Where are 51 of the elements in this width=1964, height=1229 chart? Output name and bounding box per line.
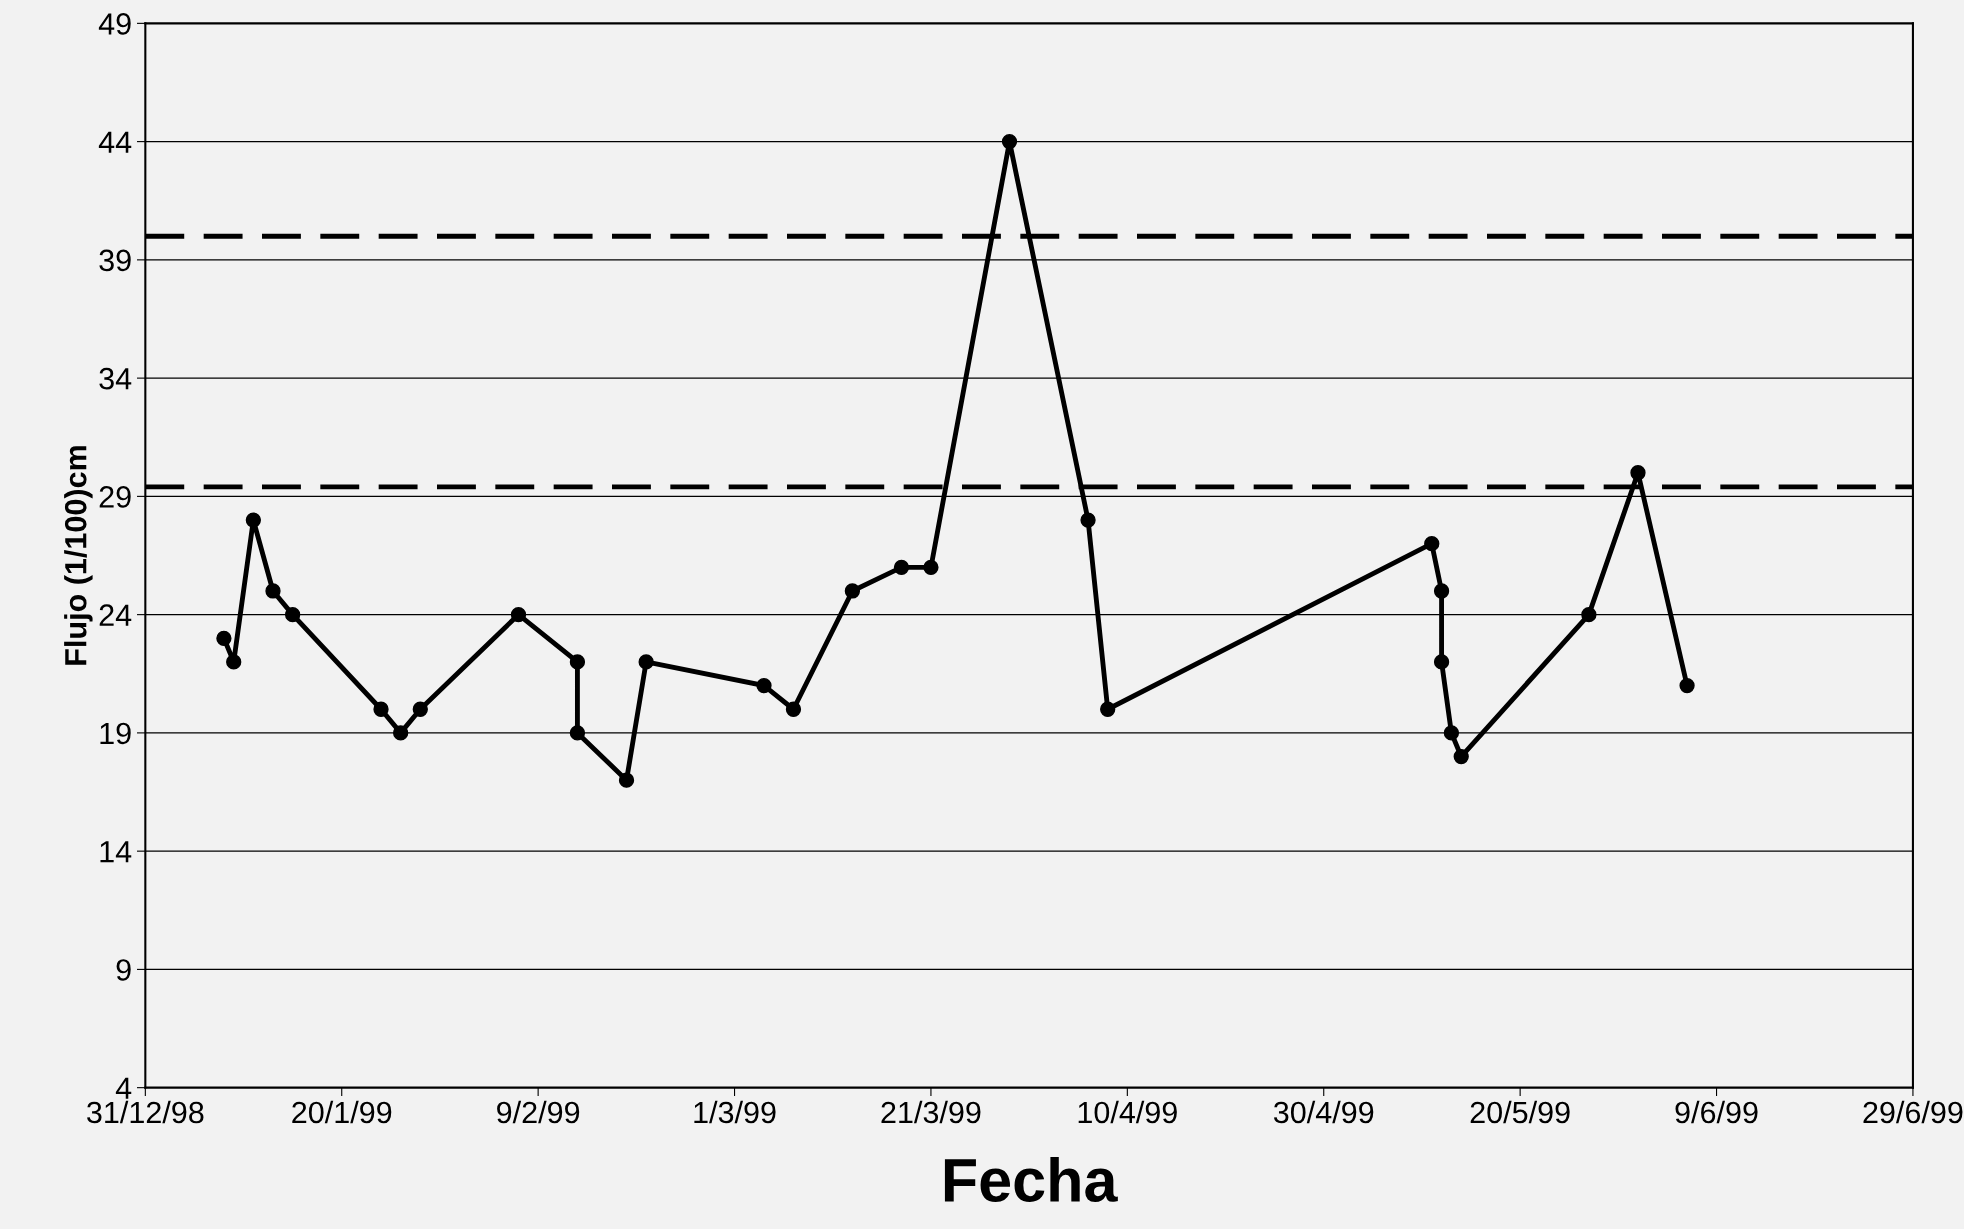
point [216, 630, 232, 646]
point [1581, 606, 1597, 623]
x-tick-label: 9/6/99 [1675, 1100, 1758, 1124]
point [569, 654, 586, 670]
point [1453, 748, 1469, 765]
point [226, 654, 242, 670]
point [412, 701, 428, 717]
x-tick-label: 21/3/99 [881, 1100, 981, 1124]
y-tick-label: 34 [99, 367, 132, 390]
point [756, 677, 772, 694]
y-tick-label: 44 [98, 131, 132, 153]
point [1433, 583, 1450, 599]
point [893, 559, 910, 575]
y-tick-label: 39 [99, 249, 131, 272]
x-tick-label: 9/2/99 [497, 1100, 580, 1124]
x-tick-label: 20/5/99 [1470, 1100, 1570, 1124]
point [785, 701, 802, 717]
y-tick-label: 24 [99, 604, 132, 626]
x-tick-label: 29/6/99 [1863, 1100, 1963, 1124]
y-tick-label: 4 [115, 1077, 132, 1099]
point [1100, 701, 1116, 717]
point [373, 701, 389, 717]
point [1080, 512, 1096, 528]
y-tick-label: 9 [116, 959, 131, 981]
point [1001, 133, 1018, 150]
point [1630, 465, 1646, 481]
point [265, 583, 281, 599]
y-tick-label: 49 [98, 13, 131, 35]
point [923, 559, 939, 575]
point [245, 512, 261, 528]
point [844, 583, 861, 599]
point [1679, 677, 1695, 694]
x-tick-label: 1/3/99 [694, 1100, 776, 1124]
point [638, 654, 654, 670]
point [618, 772, 635, 788]
y-tick-label: 29 [99, 486, 131, 508]
point [510, 606, 527, 623]
y-axis-title: Flujo (1/100)cm [64, 446, 93, 665]
y-tick-label: 14 [100, 841, 132, 863]
x-tick-label: 30/4/99 [1273, 1100, 1374, 1124]
point [1433, 654, 1450, 670]
point [393, 725, 409, 741]
point [569, 725, 586, 741]
x-axis-title: Fecha [944, 1157, 1118, 1203]
x-tick-label: 31/12/98 [87, 1100, 204, 1124]
x-tick-label: 20/1/99 [292, 1100, 392, 1124]
y-tick-label: 19 [100, 722, 131, 745]
point [1443, 725, 1460, 741]
point [284, 606, 301, 623]
point [1424, 536, 1440, 552]
x-tick-label: 10/4/99 [1078, 1100, 1177, 1124]
